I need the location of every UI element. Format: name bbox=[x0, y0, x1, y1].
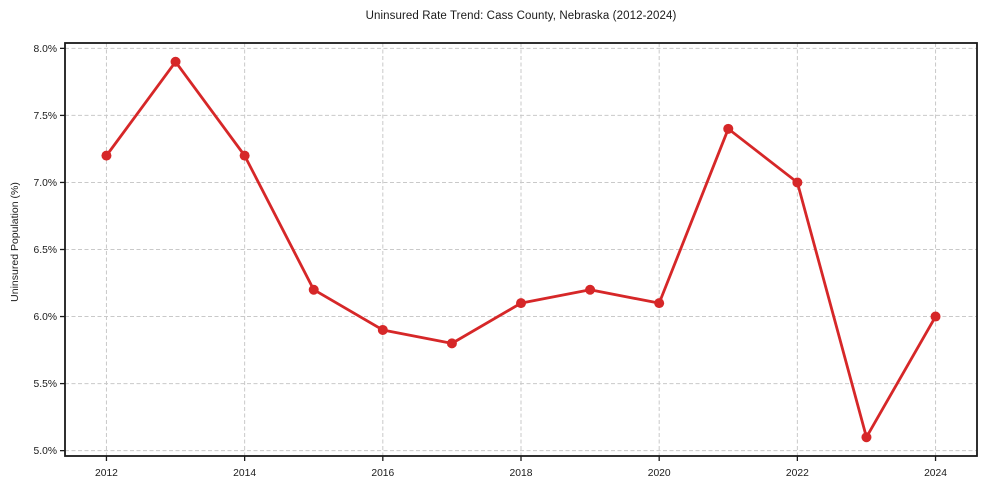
x-tick-label: 2020 bbox=[648, 468, 671, 479]
y-tick-label: 6.0% bbox=[34, 312, 57, 323]
data-point-2014 bbox=[239, 150, 250, 161]
data-point-2024 bbox=[930, 311, 941, 322]
y-tick-label: 7.5% bbox=[34, 111, 57, 122]
data-point-2016 bbox=[377, 324, 388, 335]
data-point-2015 bbox=[308, 284, 319, 295]
data-point-2021 bbox=[723, 123, 734, 134]
data-point-2012 bbox=[101, 150, 112, 161]
data-point-2020 bbox=[654, 298, 665, 309]
x-tick-label: 2014 bbox=[233, 468, 256, 479]
x-tick-label: 2022 bbox=[786, 468, 809, 479]
data-point-2018 bbox=[516, 298, 526, 309]
y-tick-label: 7.0% bbox=[34, 178, 57, 189]
data-point-2019 bbox=[585, 284, 596, 295]
y-axis-label: Uninsured Population (%) bbox=[9, 182, 21, 302]
y-tick-label: 6.5% bbox=[34, 245, 57, 256]
x-tick-label: 2018 bbox=[510, 468, 533, 479]
x-tick-label: 2016 bbox=[371, 468, 394, 479]
y-tick-label: 5.5% bbox=[34, 379, 57, 390]
data-point-2013 bbox=[170, 56, 181, 67]
y-tick-label: 5.0% bbox=[34, 446, 57, 457]
data-point-2017 bbox=[446, 338, 457, 349]
data-point-2022 bbox=[792, 177, 803, 188]
data-point-2023 bbox=[861, 432, 872, 443]
y-tick-label: 8.0% bbox=[34, 44, 57, 55]
x-tick-label: 2012 bbox=[95, 468, 118, 479]
chart-title: Uninsured Rate Trend: Cass County, Nebra… bbox=[365, 10, 677, 22]
x-tick-label: 2024 bbox=[924, 468, 947, 479]
